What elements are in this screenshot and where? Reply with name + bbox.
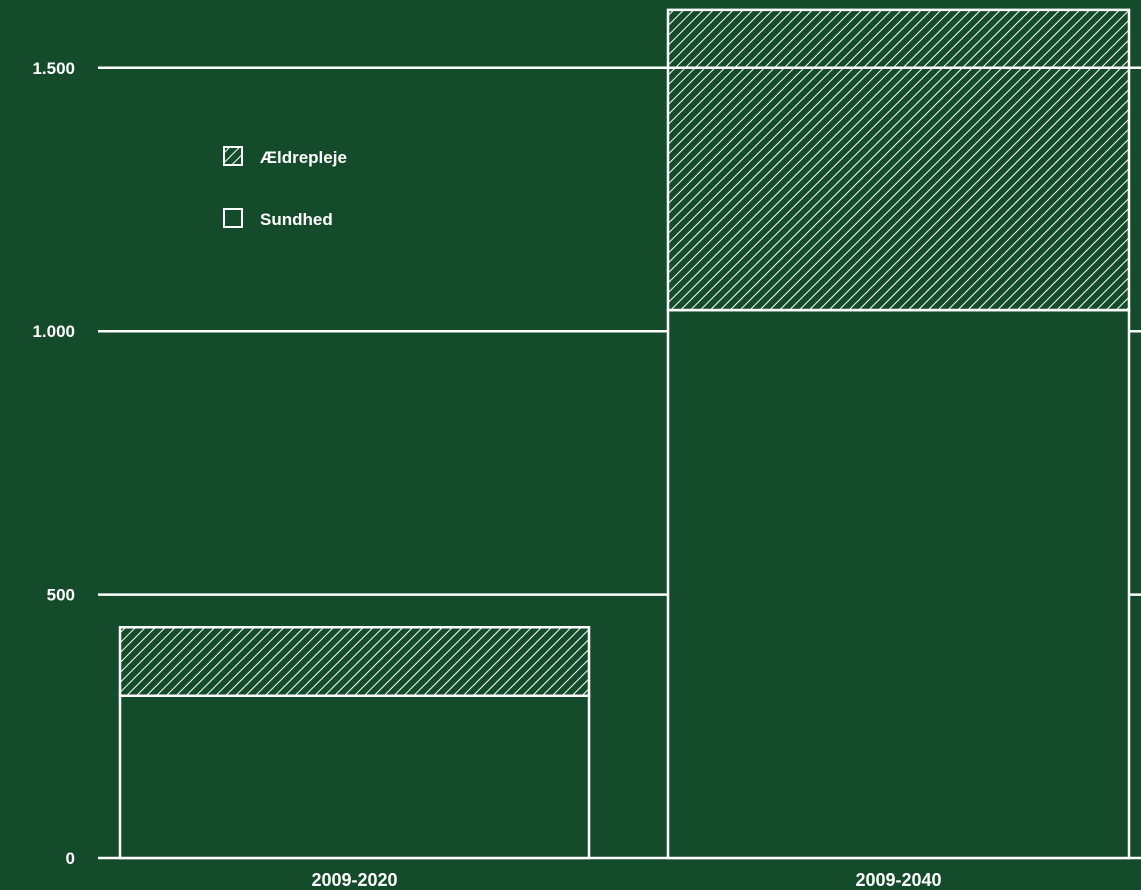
bar-segment-sundhed <box>118 694 591 860</box>
legend-label-sundhed: Sundhed <box>260 210 333 229</box>
x-category-label: 2009-2040 <box>855 870 941 890</box>
y-tick-label: 0 <box>66 849 75 868</box>
bar-segment-sundhed <box>666 308 1131 860</box>
bars <box>118 8 1131 860</box>
x-category-label: 2009-2020 <box>311 870 397 890</box>
y-tick-label: 500 <box>47 586 75 605</box>
legend-item-sundhed: Sundhed <box>223 208 333 229</box>
legend-swatch-hatched <box>223 146 243 166</box>
bar-segment-aeldrepleje <box>118 626 591 697</box>
y-axis-ticks: 0 500 1.000 1.500 <box>32 59 75 868</box>
y-tick-label: 1.000 <box>32 322 75 341</box>
y-tick-label: 1.500 <box>32 59 75 78</box>
legend: Ældrepleje Sundhed <box>223 146 347 229</box>
x-axis-categories: 2009-2020 2009-2040 <box>311 870 941 890</box>
legend-label-aeldrepleje: Ældrepleje <box>260 148 347 167</box>
bar-segment-aeldrepleje <box>666 8 1131 312</box>
legend-swatch-solid <box>223 208 243 228</box>
legend-item-aeldrepleje: Ældrepleje <box>223 146 347 167</box>
